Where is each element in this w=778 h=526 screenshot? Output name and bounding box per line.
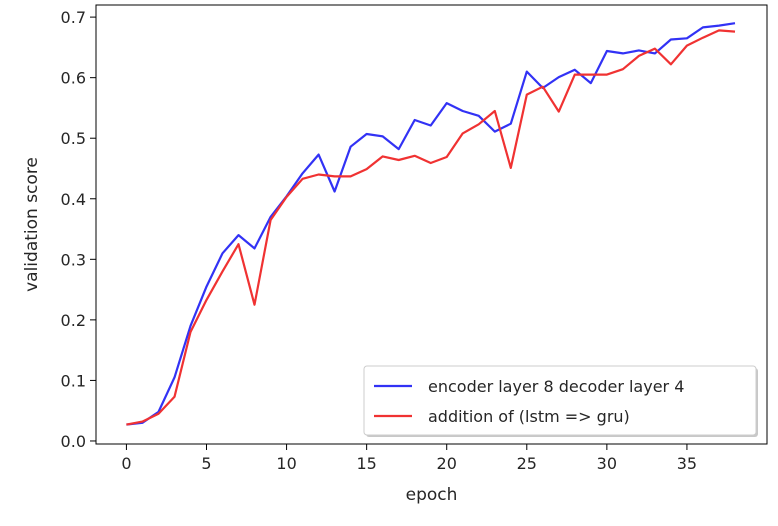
- x-tick-label: 15: [356, 454, 376, 473]
- series-line-2: [126, 29, 736, 426]
- y-tick-label: 0.0: [61, 432, 86, 451]
- plot-frame: [95, 4, 768, 445]
- y-tick-label: 0.2: [61, 311, 86, 330]
- x-tick-label: 35: [677, 454, 697, 473]
- y-tick-label: 0.4: [61, 190, 86, 209]
- x-tick-label: 0: [121, 454, 131, 473]
- y-tick-label: 0.1: [61, 371, 86, 390]
- y-tick-label: 0.3: [61, 250, 86, 269]
- series-lines: [126, 22, 736, 426]
- legend-box: [363, 365, 757, 436]
- x-axis-label: epoch: [406, 485, 458, 505]
- x-tick-label: 30: [597, 454, 617, 473]
- y-tick-label: 0.5: [61, 129, 86, 148]
- x-tick-label: 20: [437, 454, 457, 473]
- y-tick-label: 0.7: [61, 8, 86, 27]
- series-line-1: [126, 22, 736, 426]
- legend: encoder layer 8 decoder layer 4 addition …: [363, 365, 758, 437]
- x-tick-label: 25: [517, 454, 537, 473]
- x-tick-label: 10: [276, 454, 296, 473]
- y-axis-label: validation score: [22, 157, 42, 292]
- x-axis: 0 5 10 15 20 25 30 35: [121, 444, 697, 473]
- legend-label-1: encoder layer 8 decoder layer 4: [428, 377, 684, 396]
- x-tick-label: 5: [201, 454, 211, 473]
- y-tick-label: 0.6: [61, 69, 86, 88]
- legend-label-2: addition of (lstm => gru): [428, 407, 630, 426]
- y-axis: 0.0 0.1 0.2 0.3 0.4 0.5 0.6 0.7: [61, 8, 96, 451]
